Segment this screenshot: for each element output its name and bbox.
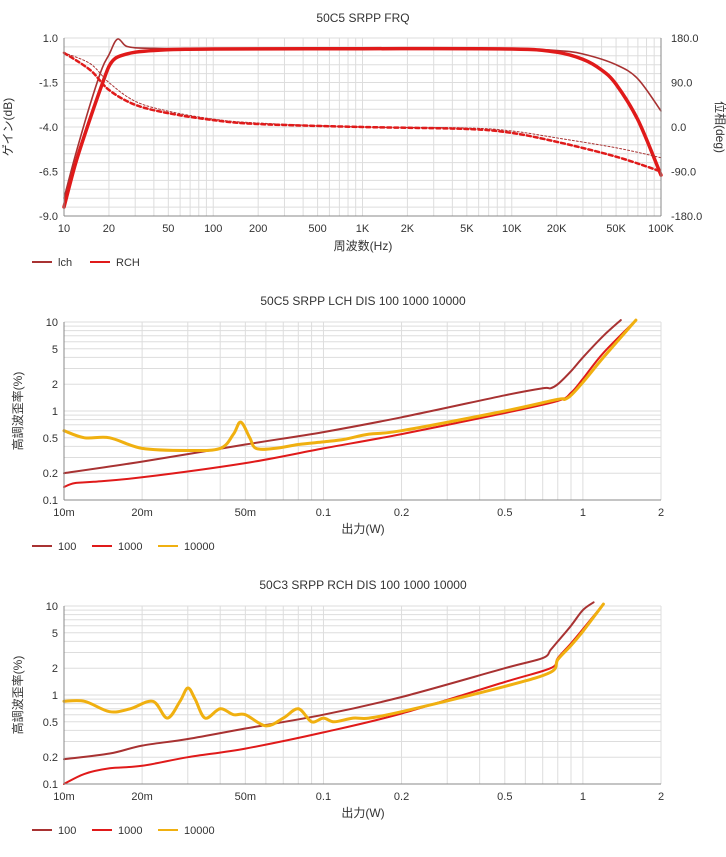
y-tick-label: -1.5 [39, 78, 58, 90]
x-tick-label: 20m [131, 791, 152, 803]
tick-labels: 10m 20m 50m 0.1 0.2 0.5 1 2 10 5 2 1 0.5 0.2 0.1 [43, 601, 664, 803]
series-line-1000 [63, 319, 637, 488]
x-tick-label: 0.5 [497, 507, 512, 519]
x-tick-label: 50K [606, 223, 626, 235]
y2-tick-label: -180.0 [671, 211, 702, 223]
y-tick-label: 0.1 [43, 779, 58, 791]
y-tick-label: 1.0 [43, 33, 58, 45]
series-group [62, 318, 638, 488]
legend-label-10000: 10000 [184, 541, 215, 553]
frequency-response-chart: 50C5 SRPP FRQ 10 20 50 100 200 500 1K 2K 5K 10K 20… [1, 11, 726, 269]
x-axis-label: 出力(W) [341, 806, 384, 820]
x-tick-label: 10m [53, 791, 74, 803]
y-axis-label: 高調波歪率(%) [10, 372, 25, 451]
y-tick-label: -9.0 [39, 211, 58, 223]
series-line-lch-gain [63, 38, 662, 199]
y-tick-label: 2 [52, 663, 58, 675]
y-tick-label: 5 [52, 344, 58, 356]
legend-label-lch: lch [58, 257, 72, 269]
y-tick-label: -4.0 [39, 122, 58, 134]
series-line-10000 [62, 318, 638, 453]
y2-tick-label: 0.0 [671, 122, 686, 134]
x-tick-label: 50 [162, 223, 174, 235]
x-tick-label: 200 [249, 223, 267, 235]
x-tick-label: 1K [356, 223, 370, 235]
x-tick-label: 1 [580, 507, 586, 519]
y2-tick-label: 180.0 [671, 33, 699, 45]
y2-tick-label: 90.0 [671, 78, 692, 90]
series-group [62, 601, 605, 785]
y-tick-label: 0.2 [43, 468, 58, 480]
legend: lch RCH [32, 257, 140, 269]
x-tick-label: 20K [547, 223, 567, 235]
series-group [62, 38, 663, 209]
lch-distortion-chart: 50C5 SRPP LCH DIS 100 1000 10000 10m 20m 5… [10, 294, 664, 553]
x-tick-label: 100K [648, 223, 674, 235]
x-axis-label: 周波数(Hz) [334, 238, 393, 253]
x-tick-label: 20m [131, 507, 152, 519]
y-tick-label: 0.1 [43, 495, 58, 507]
chart-title: 50C5 SRPP FRQ [316, 11, 409, 25]
x-tick-label: 10K [502, 223, 522, 235]
x-tick-label: 0.1 [316, 507, 331, 519]
x-tick-label: 2 [658, 791, 664, 803]
x-tick-label: 500 [308, 223, 326, 235]
x-tick-label: 0.1 [316, 791, 331, 803]
x-tick-label: 20 [103, 223, 115, 235]
legend: 100 1000 10000 [32, 825, 215, 837]
y-axis-label: 高調波歪率(%) [10, 656, 25, 735]
x-axis-label: 出力(W) [341, 522, 384, 536]
y-tick-label: 0.2 [43, 752, 58, 764]
x-tick-label: 0.5 [497, 791, 512, 803]
y-tick-label: 0.5 [43, 433, 58, 445]
x-tick-label: 0.2 [394, 791, 409, 803]
legend-label-1000: 1000 [118, 825, 142, 837]
series-line-10000 [62, 602, 605, 728]
legend-label-1000: 1000 [118, 541, 142, 553]
x-tick-label: 50m [235, 791, 256, 803]
x-tick-label: 2 [658, 507, 664, 519]
y-tick-label: 1 [52, 690, 58, 702]
legend-label-100: 100 [58, 825, 76, 837]
series-line-100 [63, 319, 622, 475]
x-tick-label: 5K [460, 223, 474, 235]
series-line-100 [63, 601, 595, 761]
x-tick-label: 50m [235, 507, 256, 519]
grid [63, 321, 662, 501]
chart-title: 50C5 SRPP LCH DIS 100 1000 10000 [260, 294, 466, 308]
x-tick-label: 1 [580, 791, 586, 803]
y-tick-label: 10 [46, 601, 58, 613]
y-tick-label: 1 [52, 406, 58, 418]
x-tick-label: 100 [204, 223, 222, 235]
legend: 100 1000 10000 [32, 541, 215, 553]
series-line-lch-phase [63, 52, 662, 159]
legend-label-10000: 10000 [184, 825, 215, 837]
y-tick-label: -6.5 [39, 167, 58, 179]
y2-tick-label: -90.0 [671, 167, 696, 179]
x-tick-label: 0.2 [394, 507, 409, 519]
rch-distortion-chart: 50C3 SRPP RCH DIS 100 1000 10000 10m 20m 5… [10, 578, 664, 837]
legend-label-rch: RCH [116, 257, 140, 269]
legend-label-100: 100 [58, 541, 76, 553]
series-line-rch-phase [62, 51, 663, 173]
x-tick-label: 10m [53, 507, 74, 519]
y-tick-label: 5 [52, 628, 58, 640]
y-tick-label: 0.5 [43, 717, 58, 729]
tick-labels: 10 20 50 100 200 500 1K 2K 5K 10K 20K 50K 100K 1.0 -1.… [39, 33, 702, 235]
y-tick-label: 2 [52, 379, 58, 391]
y-tick-label: 10 [46, 317, 58, 329]
y-axis-label: ゲイン(dB) [1, 98, 15, 156]
y2-axis-label: 位相(deg) [713, 101, 726, 153]
x-tick-label: 10 [58, 223, 70, 235]
tick-labels: 10m 20m 50m 0.1 0.2 0.5 1 2 10 5 2 1 0.5 0.2 0.1 [43, 317, 664, 519]
grid [63, 605, 662, 785]
chart-title: 50C3 SRPP RCH DIS 100 1000 10000 [259, 578, 467, 592]
x-tick-label: 2K [401, 223, 415, 235]
